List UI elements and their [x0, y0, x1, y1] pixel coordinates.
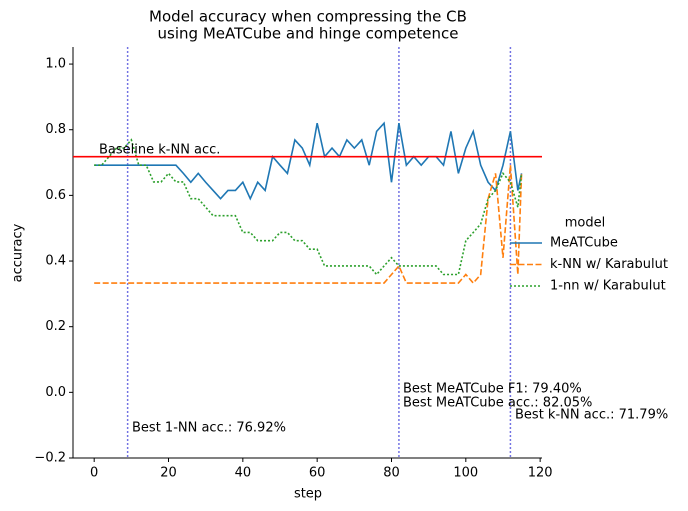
annotation: Best MeATCube acc.: 82.05%: [403, 396, 592, 411]
y-tick-label: 0.4: [45, 254, 66, 269]
legend-label: MeATCube: [550, 236, 618, 251]
y-tick-label: 0.6: [45, 188, 66, 203]
y-tick-label: 1.0: [45, 57, 66, 72]
x-tick-label: 40: [235, 466, 252, 481]
x-tick-label: 20: [160, 466, 177, 481]
x-tick-label: 80: [383, 466, 400, 481]
legend-label: k-NN w/ Karabulut: [550, 257, 668, 272]
chart-title: Model accuracy when compressing the CB: [149, 8, 467, 26]
legend-title: model: [565, 216, 605, 231]
annotation: Best MeATCube F1: 79.40%: [403, 382, 582, 397]
annotation: Best 1-NN acc.: 76.92%: [132, 421, 286, 436]
chart-title: using MeATCube and hinge competence: [158, 25, 459, 43]
y-axis-label: accuracy: [11, 223, 26, 282]
y-tick-label: 0.2: [45, 319, 66, 334]
y-tick-label: 0.8: [45, 122, 66, 137]
annotation: Best k-NN acc.: 71.79%: [515, 408, 668, 423]
x-tick-label: 100: [453, 466, 478, 481]
legend-label: 1-nn w/ Karabulut: [550, 279, 666, 294]
series-line: [94, 165, 523, 285]
y-tick-label: 0.0: [45, 385, 66, 400]
annotation: Baseline k-NN acc.: [99, 143, 220, 158]
x-axis-label: step: [294, 487, 322, 502]
x-tick-label: 0: [90, 466, 98, 481]
y-tick-label: −0.2: [34, 451, 66, 466]
series-line: [94, 121, 523, 201]
x-tick-label: 60: [309, 466, 326, 481]
series-line: [94, 138, 523, 276]
x-tick-label: 120: [528, 466, 553, 481]
